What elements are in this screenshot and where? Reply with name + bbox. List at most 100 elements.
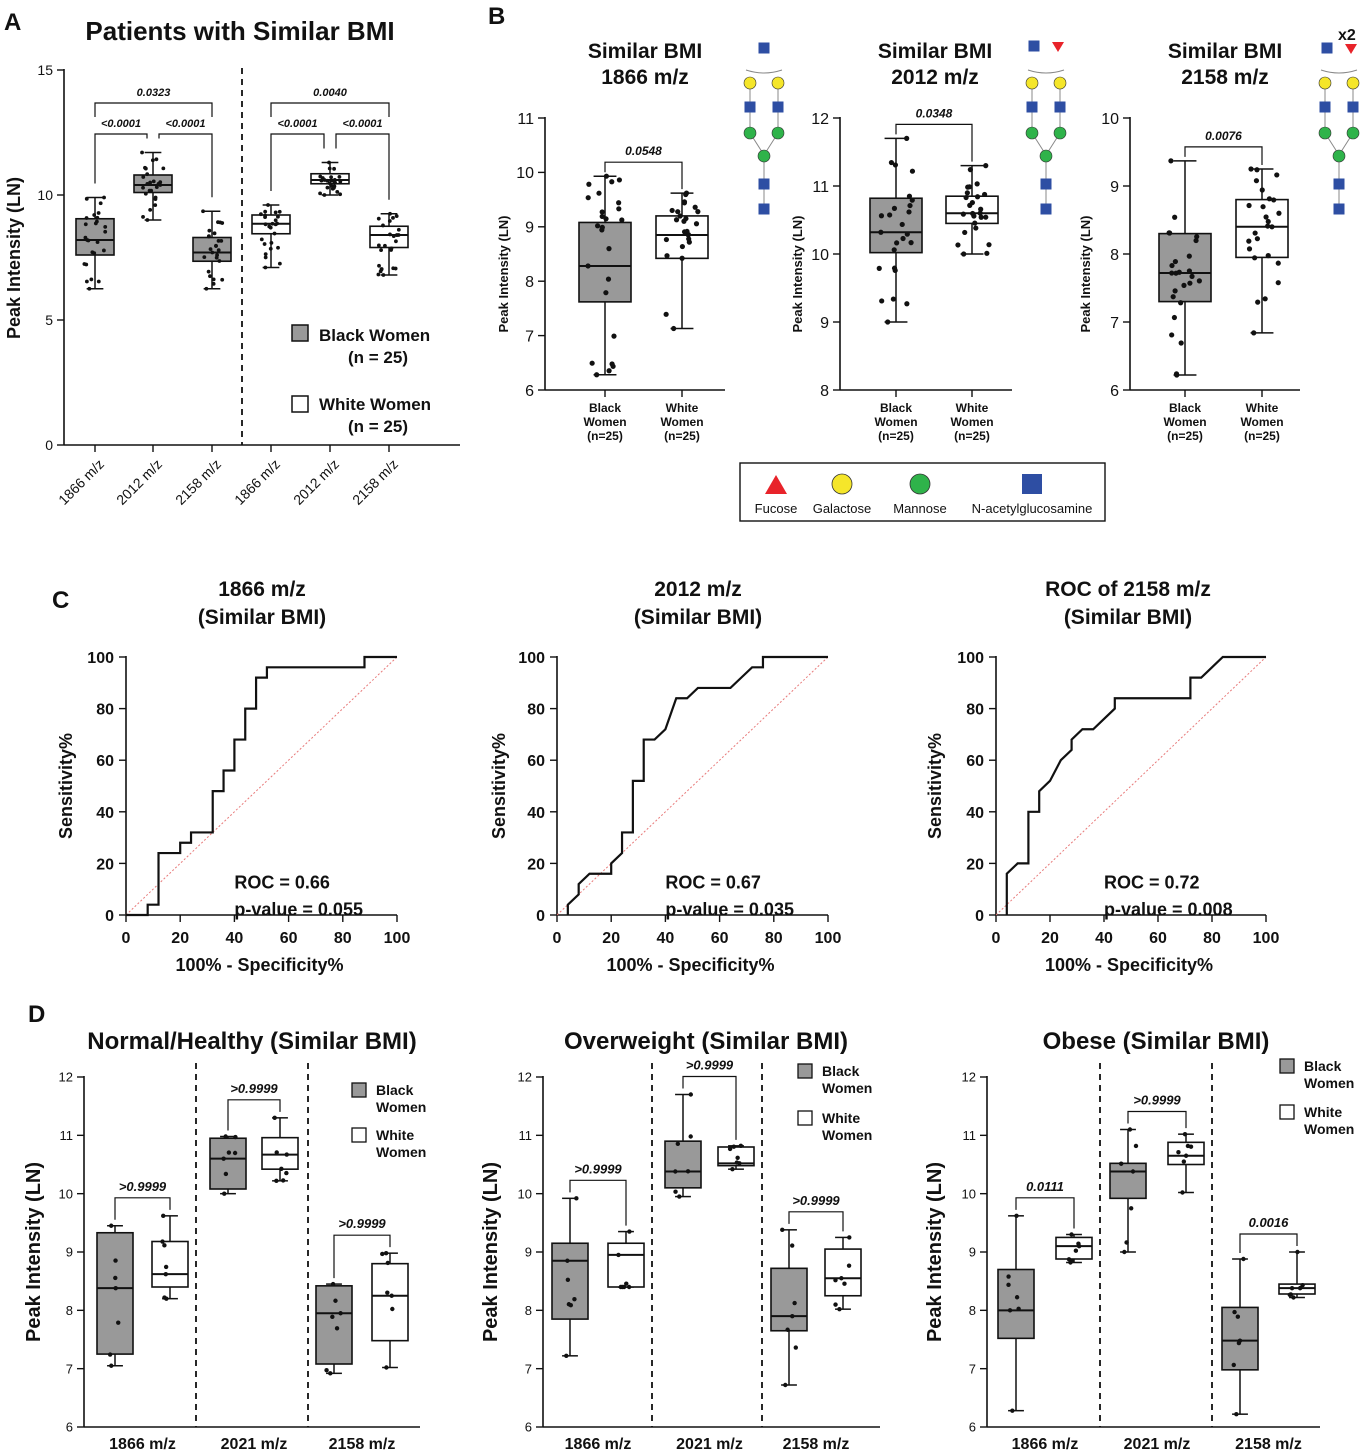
data-point: [677, 1194, 682, 1199]
significance-annotation-1: >0.9999: [682, 1058, 737, 1140]
p-value-label: >0.9999: [230, 1081, 278, 1096]
glcnac-square: [1319, 101, 1331, 113]
chart-title-line1: 2012 m/z: [654, 578, 742, 601]
box-white-0: [1055, 1232, 1093, 1265]
data-point: [318, 174, 323, 179]
data-point: [95, 215, 100, 220]
glcnac-square: [1347, 101, 1359, 113]
data-point: [677, 213, 683, 219]
data-point: [338, 179, 343, 184]
x-tick-label: Black: [880, 401, 912, 415]
data-point: [1180, 1190, 1185, 1195]
data-point: [330, 1281, 336, 1287]
y-tick-label: 9: [820, 315, 829, 332]
x-tick-label: 60: [280, 930, 298, 947]
x-tick-label: 0: [122, 930, 131, 947]
chart-title: Overweight (Similar BMI): [564, 1028, 848, 1055]
data-point: [379, 267, 384, 272]
data-point: [963, 194, 969, 201]
y-tick-label: 0: [975, 908, 984, 925]
data-point: [847, 1235, 852, 1240]
panel-b-chart-2012: Similar BMI 2012 m/z 8 9 10 11 12 Peak Intensit…: [790, 40, 1012, 443]
data-point: [220, 277, 225, 282]
data-point: [568, 1302, 574, 1308]
y-tick-label: 80: [527, 702, 545, 719]
data-point: [626, 1284, 632, 1290]
data-point: [1185, 1143, 1191, 1149]
data-point: [681, 200, 688, 206]
box-white-2: [1278, 1249, 1316, 1300]
chart-title-line2: 2012 m/z: [891, 66, 979, 89]
data-point: [273, 210, 278, 215]
legend-label-white-line2: Women: [376, 1144, 426, 1160]
data-point: [284, 1152, 289, 1157]
box-black-1: [664, 1092, 702, 1199]
legend-n-white: (n = 25): [348, 417, 408, 436]
data-point: [109, 1223, 114, 1228]
chart-title: Normal/Healthy (Similar BMI): [87, 1028, 416, 1055]
data-point: [1122, 1249, 1127, 1255]
data-point: [389, 246, 394, 251]
data-point: [84, 279, 89, 284]
data-point: [693, 221, 700, 227]
glcnac-square: [744, 101, 756, 113]
glcnac-square: [758, 178, 770, 190]
data-point: [89, 277, 94, 282]
data-point: [1231, 1362, 1236, 1368]
data-point: [904, 301, 910, 307]
data-point: [967, 166, 973, 173]
data-point: [381, 223, 385, 228]
data-point: [212, 231, 217, 236]
chart-title-line2: (Similar BMI): [1064, 606, 1192, 629]
data-point: [1193, 237, 1199, 244]
x-tick-label: 0: [992, 930, 1001, 947]
data-point: [162, 1295, 167, 1300]
data-point: [603, 290, 609, 296]
data-point: [983, 214, 989, 220]
data-point: [1169, 332, 1175, 338]
data-point: [908, 240, 914, 246]
x-tick-label: Black: [1169, 401, 1201, 415]
y-axis-label: Sensitivity%: [56, 733, 76, 839]
data-point: [1076, 1241, 1081, 1246]
data-point: [1186, 253, 1192, 259]
data-point: [730, 1166, 735, 1172]
box-black: [578, 173, 632, 378]
data-point: [609, 179, 615, 185]
legend-swatch-black: [351, 1082, 367, 1098]
y-tick-label: 80: [96, 702, 114, 719]
data-point: [1269, 224, 1275, 230]
data-point: [263, 222, 268, 227]
data-point: [846, 1263, 852, 1268]
data-point: [967, 202, 973, 208]
y-tick-label: 8: [525, 1303, 532, 1318]
data-point: [162, 1243, 167, 1248]
data-point: [663, 311, 669, 317]
galactose-circle: [1346, 76, 1360, 90]
panel-d-obese: Obese (Similar BMI) 6 7 8 9 10 11 12 Peak Intens…: [924, 1028, 1354, 1453]
y-tick-label: 12: [518, 1070, 532, 1085]
data-point: [333, 180, 337, 185]
annotation-0-0: 0.0323: [94, 87, 213, 117]
box-black-2: [1221, 1256, 1259, 1417]
data-point: [1169, 262, 1175, 269]
glcnac-square: [1040, 203, 1052, 215]
roc-auc-label: ROC = 0.72: [1104, 872, 1200, 892]
p-value-label: >0.9999: [574, 1161, 622, 1176]
chart-title-line1: ROC of 2158 m/z: [1045, 578, 1211, 601]
data-point: [319, 178, 324, 183]
data-point: [673, 1169, 678, 1174]
annotation-0-1: <0.0001: [94, 118, 148, 184]
box-iqr: [664, 1140, 702, 1189]
data-point: [273, 218, 278, 223]
y-axis-label: Peak Intensity (LN): [1078, 215, 1093, 332]
y-tick-label: 8: [525, 274, 534, 291]
data-point: [327, 160, 331, 165]
data-point: [141, 185, 145, 190]
y-tick-label: 20: [966, 856, 984, 873]
significance-bracket: [94, 102, 213, 117]
data-point: [683, 191, 689, 198]
data-point: [727, 1146, 733, 1152]
data-point: [222, 1191, 227, 1196]
x-tick-label: 80: [765, 930, 783, 947]
